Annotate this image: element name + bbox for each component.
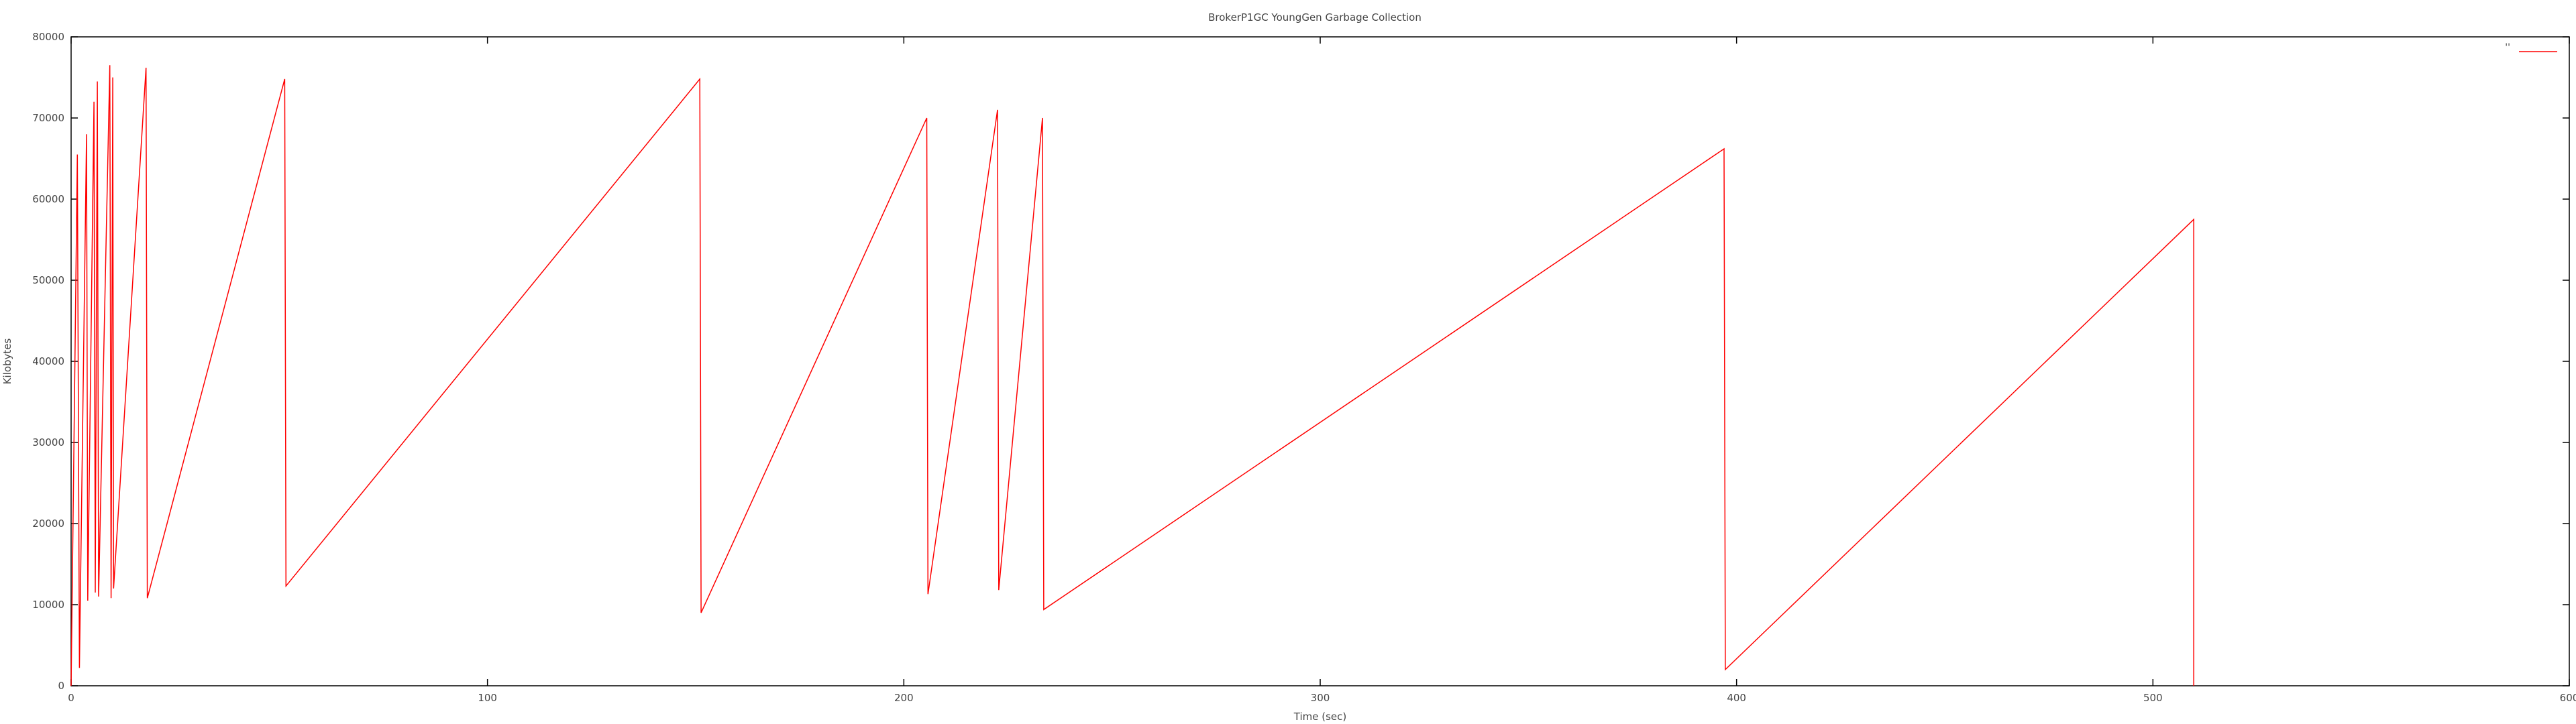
- plot-frame: [70, 36, 2570, 686]
- x-tick-label: 500: [2143, 692, 2163, 704]
- x-tick-label: 100: [478, 692, 497, 704]
- x-tick-label: 0: [68, 692, 74, 704]
- y-tick-label: 30000: [32, 436, 64, 448]
- y-tick-label: 10000: [32, 599, 64, 611]
- y-tick-label: 40000: [32, 355, 64, 367]
- x-tick-label: 300: [1311, 692, 1330, 704]
- y-tick-label: 20000: [32, 518, 64, 530]
- series-line: [70, 65, 2194, 686]
- x-axis: 0 100 200 300 400 500 600: [68, 37, 2576, 704]
- legend: '': [2505, 42, 2557, 53]
- y-tick-label: 60000: [32, 193, 64, 205]
- y-tick-label: 70000: [32, 112, 64, 124]
- x-tick-label: 200: [894, 692, 914, 704]
- y-tick-label: 0: [58, 680, 64, 692]
- x-tick-label: 400: [1727, 692, 1746, 704]
- y-axis: 0 10000 20000 30000 40000 50000 60000 70000 8000…: [32, 31, 2569, 692]
- x-axis-title: Time (sec): [1293, 711, 1346, 723]
- chart-title: BrokerP1GC YoungGen Garbage Collection: [1208, 11, 1421, 23]
- y-tick-label: 80000: [32, 31, 64, 43]
- y-tick-label: 50000: [32, 274, 64, 286]
- legend-label: '': [2505, 42, 2510, 53]
- x-tick-label: 600: [2560, 692, 2576, 704]
- y-axis-title: Kilobytes: [1, 338, 13, 384]
- series-group: [70, 65, 2194, 686]
